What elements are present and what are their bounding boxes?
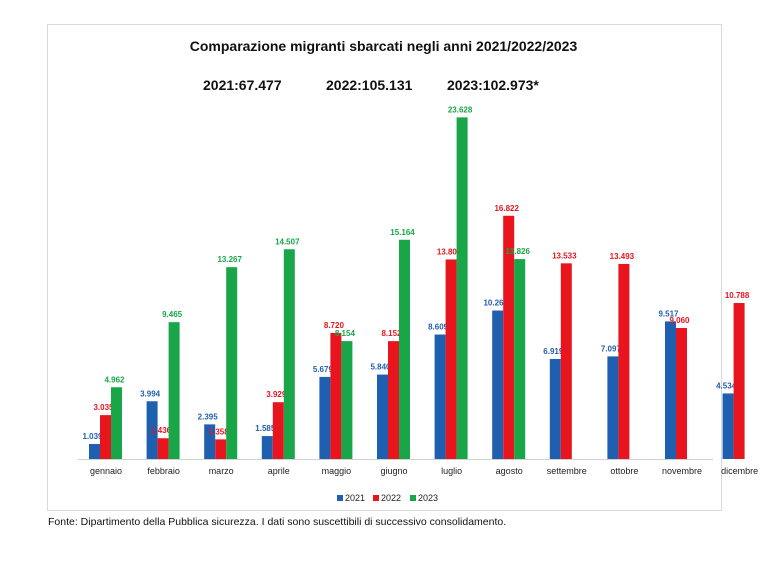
data-label-2021-luglio: 8.609 bbox=[428, 323, 449, 332]
data-label-2021-gennaio: 1.039 bbox=[82, 432, 103, 441]
legend-label-2023: 2023 bbox=[418, 493, 438, 503]
bar-2023-febbraio bbox=[168, 322, 180, 459]
bar-2022-marzo bbox=[215, 439, 227, 459]
legend-swatch-2021 bbox=[337, 495, 343, 501]
total-2022: 2022:105.131 bbox=[326, 77, 413, 93]
data-label-2022-settembre: 13.533 bbox=[552, 251, 577, 260]
bar-2022-gennaio bbox=[100, 415, 111, 459]
total-2021: 2021:67.477 bbox=[203, 77, 282, 93]
bar-2022-febbraio bbox=[157, 438, 169, 459]
bar-2023-gennaio bbox=[111, 387, 122, 459]
bar-2021-gennaio bbox=[89, 443, 100, 459]
data-label-2022-giugno: 8.152 bbox=[381, 329, 402, 338]
bar-2023-aprile bbox=[283, 249, 295, 459]
bar-2021-maggio bbox=[319, 376, 331, 459]
bar-2022-luglio bbox=[445, 259, 457, 459]
bar-2021-giugno bbox=[377, 374, 388, 459]
bar-2021-novembre bbox=[665, 321, 676, 459]
data-label-2022-febbraio: 1.436 bbox=[151, 426, 172, 435]
source-note: Fonte: Dipartimento della Pubblica sicur… bbox=[48, 516, 507, 528]
data-label-2023-giugno: 15.164 bbox=[390, 228, 415, 237]
bar-2022-settembre bbox=[560, 263, 572, 459]
x-tick-label: agosto bbox=[496, 466, 523, 476]
data-label-2021-maggio: 5.679 bbox=[313, 365, 334, 374]
data-label-2023-agosto: 13.826 bbox=[505, 247, 530, 256]
data-label-2022-ottobre: 13.493 bbox=[610, 252, 635, 261]
legend-label-2021: 2021 bbox=[345, 493, 365, 503]
data-label-2023-aprile: 14.507 bbox=[275, 237, 300, 246]
chart-frame bbox=[47, 24, 722, 511]
x-tick-label: ottobre bbox=[610, 466, 638, 476]
data-label-2022-marzo: 1.358 bbox=[209, 427, 230, 436]
chart-title: Comparazione migranti sbarcati negli ann… bbox=[189, 38, 578, 54]
legend-swatch-2022 bbox=[373, 495, 379, 501]
data-label-2022-agosto: 16.822 bbox=[494, 204, 519, 213]
bar-2022-maggio bbox=[330, 332, 342, 459]
data-label-2021-marzo: 2.395 bbox=[198, 412, 219, 421]
data-label-2021-aprile: 1.585 bbox=[255, 424, 276, 433]
bar-2021-settembre bbox=[549, 358, 561, 459]
data-label-2021-agosto: 10.269 bbox=[483, 299, 508, 308]
bar-2022-ottobre bbox=[618, 263, 630, 459]
bar-2021-ottobre bbox=[607, 356, 619, 459]
bar-2022-agosto bbox=[503, 215, 515, 459]
bar-2022-novembre bbox=[676, 328, 687, 459]
data-label-2023-luglio: 23.628 bbox=[448, 105, 473, 114]
bar-2021-marzo bbox=[204, 424, 216, 459]
data-label-2022-maggio: 8.720 bbox=[324, 321, 345, 330]
bar-2022-giugno bbox=[388, 341, 399, 459]
bar-2023-giugno bbox=[399, 239, 410, 459]
data-label-2022-dicembre: 10.788 bbox=[725, 291, 750, 300]
data-label-2021-dicembre: 4.534 bbox=[716, 381, 737, 390]
x-tick-label: febbraio bbox=[147, 466, 180, 476]
bar-2022-aprile bbox=[272, 402, 284, 459]
data-label-2021-febbraio: 3.994 bbox=[140, 389, 161, 398]
data-label-2023-maggio: 8.154 bbox=[335, 329, 356, 338]
bar-2022-dicembre bbox=[733, 303, 745, 459]
bar-2021-luglio bbox=[434, 334, 446, 459]
bar-2021-agosto bbox=[492, 310, 504, 459]
x-tick-label: luglio bbox=[441, 466, 462, 476]
legend-label-2022: 2022 bbox=[381, 493, 401, 503]
x-tick-label: novembre bbox=[662, 466, 702, 476]
x-tick-label: giugno bbox=[380, 466, 407, 476]
total-2023: 2023:102.973* bbox=[447, 77, 539, 93]
data-label-2022-novembre: 9.060 bbox=[669, 316, 690, 325]
x-tick-label: dicembre bbox=[721, 466, 758, 476]
x-tick-label: marzo bbox=[209, 466, 234, 476]
data-label-2022-aprile: 3.929 bbox=[266, 390, 287, 399]
bar-2023-maggio bbox=[341, 341, 353, 459]
data-label-2023-gennaio: 4.962 bbox=[104, 375, 125, 384]
data-label-2022-gennaio: 3.035 bbox=[93, 403, 114, 412]
data-label-2021-giugno: 5.840 bbox=[370, 363, 391, 372]
data-label-2021-settembre: 6.919 bbox=[543, 347, 564, 356]
data-label-2023-febbraio: 9.465 bbox=[162, 310, 183, 319]
data-label-2022-luglio: 13.802 bbox=[437, 247, 462, 256]
bar-2023-luglio bbox=[456, 117, 468, 459]
bar-2021-aprile bbox=[261, 436, 273, 459]
data-label-2023-marzo: 13.267 bbox=[217, 255, 242, 264]
data-label-2021-ottobre: 7.097 bbox=[601, 344, 622, 353]
bar-2023-marzo bbox=[226, 267, 238, 459]
bar-2021-dicembre bbox=[722, 393, 734, 459]
data-label-2021-novembre: 9.517 bbox=[658, 309, 679, 318]
legend-swatch-2023 bbox=[410, 495, 416, 501]
x-tick-label: gennaio bbox=[90, 466, 122, 476]
x-tick-label: settembre bbox=[547, 466, 587, 476]
x-tick-label: maggio bbox=[322, 466, 352, 476]
x-tick-label: aprile bbox=[268, 466, 290, 476]
bar-2023-agosto bbox=[514, 259, 526, 459]
bar-2021-febbraio bbox=[146, 401, 158, 459]
